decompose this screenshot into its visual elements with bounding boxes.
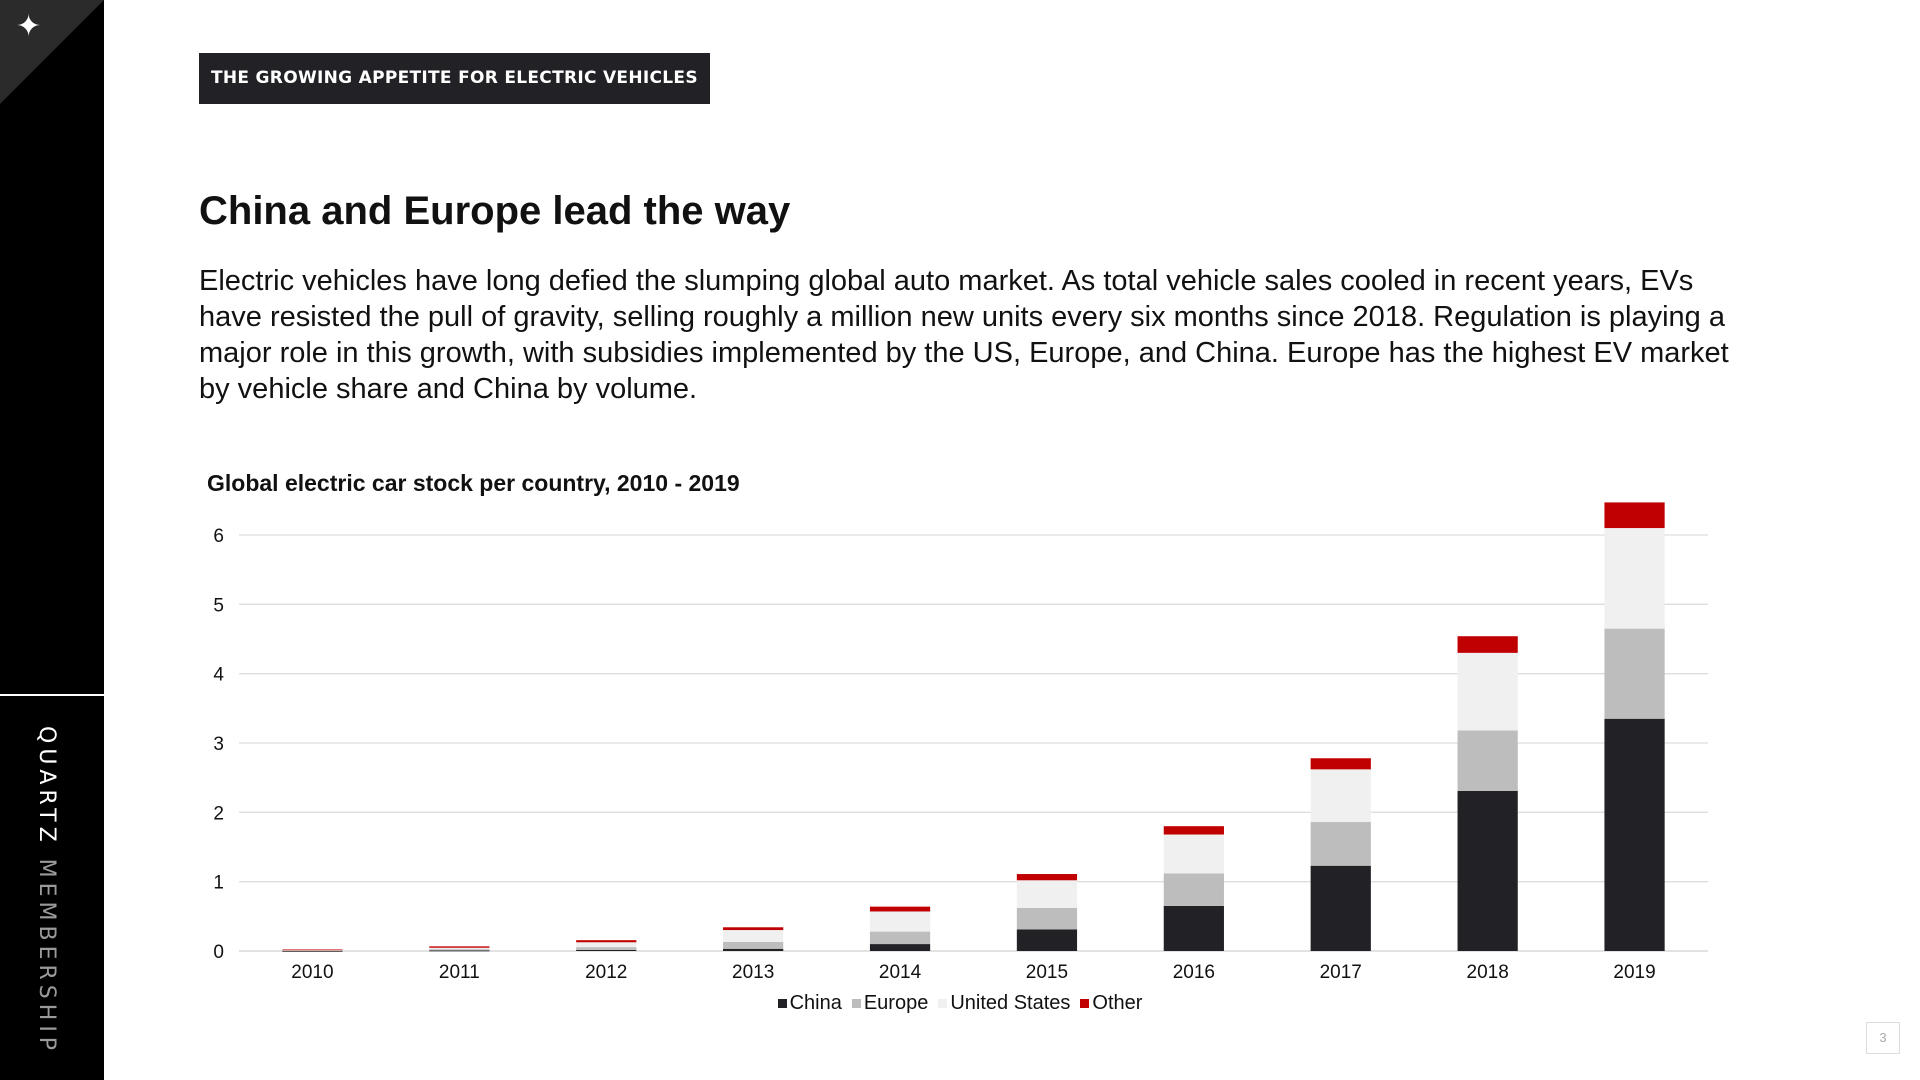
bar-segment-china xyxy=(576,949,637,951)
bar-segment-united-states xyxy=(1604,528,1665,629)
bar-segment-europe xyxy=(1310,822,1371,866)
bar-segment-united-states xyxy=(282,949,343,951)
bar-segment-united-states xyxy=(1310,769,1371,823)
x-tick-label: 2017 xyxy=(1320,962,1362,983)
y-tick-label: 5 xyxy=(213,595,224,616)
legend-item: China xyxy=(777,992,842,1015)
page-number: 3 xyxy=(1866,1022,1900,1054)
bar-segment-china xyxy=(723,948,784,951)
x-tick-label: 2015 xyxy=(1026,962,1068,983)
legend-swatch xyxy=(851,999,861,1008)
x-tick-label: 2019 xyxy=(1613,962,1655,983)
legend-label: Europe xyxy=(863,992,929,1014)
bar-segment-united-states xyxy=(1457,652,1518,731)
bar-segment-china xyxy=(1604,718,1665,951)
legend-item: Other xyxy=(1080,992,1142,1015)
legend-swatch xyxy=(938,999,948,1008)
x-tick-label: 2011 xyxy=(439,962,480,983)
x-tick-label: 2013 xyxy=(732,962,774,983)
bar-segment-europe xyxy=(1604,628,1665,719)
bar-segment-other xyxy=(869,906,931,912)
legend-item: United States xyxy=(938,992,1070,1015)
bar-segment-united-states xyxy=(723,930,784,942)
legend-label: China xyxy=(789,992,842,1014)
bar-segment-europe xyxy=(429,949,490,951)
bar-segment-other xyxy=(723,927,784,931)
y-tick-label: 6 xyxy=(213,526,224,547)
bar-segment-other xyxy=(1457,636,1518,653)
page-title: China and Europe lead the way xyxy=(199,189,791,233)
y-tick-label: 3 xyxy=(213,734,224,755)
sidebar-corner xyxy=(0,0,104,104)
legend-swatch xyxy=(777,999,787,1008)
y-tick-label: 1 xyxy=(213,873,224,894)
sparkle-icon[interactable]: ✦ xyxy=(16,9,42,44)
chart-title: Global electric car stock per country, 2… xyxy=(207,470,740,496)
bar-segment-europe xyxy=(1457,730,1518,791)
bar-segment-united-states xyxy=(1163,834,1224,874)
legend-label: United States xyxy=(950,992,1071,1014)
legend-label: Other xyxy=(1092,992,1143,1014)
legend-swatch xyxy=(1080,999,1090,1008)
bar-segment-other xyxy=(282,949,343,951)
bar-segment-europe xyxy=(869,931,931,945)
x-tick-label: 2014 xyxy=(879,962,922,983)
bar-segment-china xyxy=(869,944,931,951)
bar-segment-china xyxy=(1310,865,1371,951)
bar-segment-united-states xyxy=(576,942,637,948)
y-tick-label: 4 xyxy=(213,665,224,686)
chart-legend: China Europe United States Other xyxy=(0,992,1920,1015)
bar-segment-china xyxy=(429,950,490,952)
brand-wordmark: QUARTZ MEMBERSHIP xyxy=(34,726,59,1055)
bar-segment-united-states xyxy=(1016,880,1078,909)
bar-segment-china xyxy=(1163,905,1224,951)
bar-segment-other xyxy=(576,940,637,943)
brand-name-bold: QUARTZ xyxy=(34,726,59,847)
x-tick-label: 2016 xyxy=(1173,962,1215,983)
bar-segment-other xyxy=(1310,758,1371,770)
bar-segment-other xyxy=(1604,502,1665,529)
bar-segment-europe xyxy=(1163,873,1224,906)
sidebar: ✦ QUARTZ MEMBERSHIP xyxy=(0,0,104,1080)
legend-item: Europe xyxy=(851,992,929,1015)
x-tick-label: 2012 xyxy=(585,962,627,983)
sidebar-divider xyxy=(0,694,104,696)
bar-segment-china xyxy=(1016,929,1078,951)
bar-segment-united-states xyxy=(429,947,490,950)
bar-segment-united-states xyxy=(869,911,931,932)
x-tick-label: 2010 xyxy=(291,962,333,983)
bar-segment-other xyxy=(1016,874,1078,881)
bar-segment-europe xyxy=(723,941,784,949)
body-paragraph: Electric vehicles have long defied the s… xyxy=(199,265,1729,405)
brand-name-light: MEMBERSHIP xyxy=(34,846,59,1056)
bar-segment-china xyxy=(1457,790,1518,951)
bar-segment-china xyxy=(282,950,343,952)
bar-segment-other xyxy=(429,946,490,948)
y-tick-label: 0 xyxy=(213,942,224,963)
bar-segment-europe xyxy=(576,947,637,950)
x-tick-label: 2018 xyxy=(1467,962,1509,983)
section-tag: THE GROWING APPETITE FOR ELECTRIC VEHICL… xyxy=(199,53,710,104)
bar-segment-europe xyxy=(1016,908,1078,930)
y-tick-label: 2 xyxy=(213,803,224,824)
bar-segment-other xyxy=(1163,826,1224,835)
